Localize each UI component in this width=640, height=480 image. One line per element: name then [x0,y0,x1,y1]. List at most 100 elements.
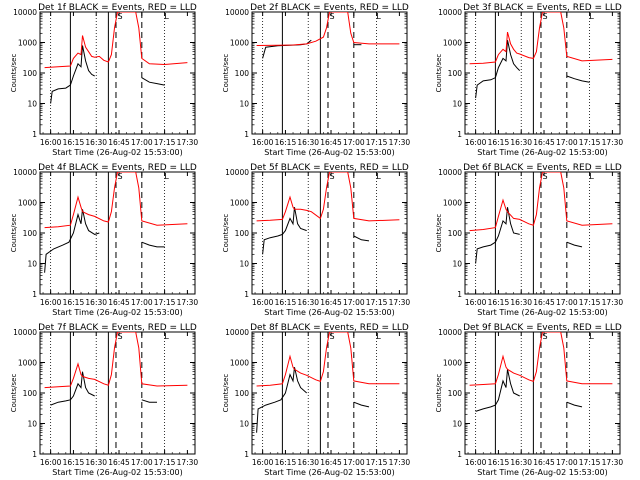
plot-frame [251,171,408,295]
series-line-lld [469,172,613,232]
y-tick-label: 1000 [18,199,37,208]
series-line-events-late [566,401,583,408]
y-tick-label: 1000 [230,199,249,208]
series-line-lld [256,12,400,46]
x-tick-label: 17:30 [389,138,411,147]
x-tick-label: 16:15 [275,298,297,307]
series-line-lld [469,12,613,65]
chart-title: Det 5f BLACK = Events, RED = LLD [250,163,409,173]
marker-label-s: S [329,172,334,181]
chart-panel-5: Det 5f BLACK = Events, RED = LLD 1 10 100 10… [222,163,410,317]
x-tick-label: 17:30 [602,298,624,307]
y-tick-label: 10000 [13,8,37,17]
y-tick-label: 10 [239,100,249,109]
x-tick-label: 17:30 [177,138,199,147]
marker-label-l: L [164,172,169,181]
y-tick-label: 10 [452,420,462,429]
x-tick-label: 16:00 [252,458,274,467]
y-axis-label: Counts/sec [222,374,230,413]
y-tick-label: 100 [235,69,250,78]
y-tick-label: 10000 [438,328,462,337]
chart-title: Det 7f BLACK = Events, RED = LLD [38,323,197,333]
y-tick-label: 100 [235,229,250,238]
x-tick-label: 16:45 [108,298,130,307]
chart-panel-2: Det 2f BLACK = Events, RED = LLD 1 10 100 10… [222,3,410,157]
y-tick-label: 1 [457,450,462,459]
series-line-lld [44,12,188,69]
marker-label-s: S [542,332,547,341]
x-tick-label: 16:30 [85,138,107,147]
x-tick-label: 17:30 [177,298,199,307]
series-line-events [256,367,308,433]
x-tick-label: 16:00 [40,138,62,147]
y-tick-label: 1 [244,290,249,299]
y-tick-label: 100 [448,229,463,238]
y-tick-label: 10000 [225,8,249,17]
plot-frame [464,331,621,455]
chart-panel-3: Det 3f BLACK = Events, RED = LLD 1 10 100 10… [435,3,623,157]
x-tick-label: 17:00 [131,298,153,307]
y-tick-label: 10000 [13,328,37,337]
chart-panel-6: Det 6f BLACK = Events, RED = LLD 1 10 100 10… [435,163,623,317]
y-tick-label: 1 [32,450,37,459]
x-tick-label: 16:30 [510,138,532,147]
y-tick-label: 1 [457,130,462,139]
series-line-events-late [141,77,165,86]
series-line-lld [44,332,188,389]
chart-title: Det 2f BLACK = Events, RED = LLD [250,3,409,13]
x-axis-label: Start Time (26-Aug-02 15:53:00) [264,468,395,477]
x-tick-label: 16:45 [533,458,555,467]
x-tick-label: 16:15 [488,138,510,147]
marker-label-l: L [376,172,381,181]
y-axis-label: Counts/sec [10,54,18,93]
x-tick-label: 16:30 [85,458,107,467]
x-tick-label: 17:00 [343,298,365,307]
x-tick-label: 16:30 [85,298,107,307]
x-tick-label: 16:45 [320,138,342,147]
x-tick-label: 16:45 [320,458,342,467]
chart-title: Det 3f BLACK = Events, RED = LLD [463,3,622,13]
chart-title: Det 6f BLACK = Events, RED = LLD [463,163,622,173]
y-tick-label: 10 [27,100,37,109]
marker-label-s: S [329,12,334,21]
plot-frame [39,331,196,455]
x-tick-label: 17:00 [556,458,578,467]
x-tick-label: 16:30 [297,138,319,147]
marker-label-l: L [376,12,381,21]
series-line-events-late [141,241,165,248]
x-tick-label: 16:45 [533,138,555,147]
y-tick-label: 10 [452,100,462,109]
plot-frame [39,171,196,295]
x-tick-label: 17:30 [389,298,411,307]
series-line-events-late [566,241,583,248]
marker-label-s: S [329,332,334,341]
y-tick-label: 1000 [18,39,37,48]
x-tick-label: 16:30 [510,458,532,467]
marker-label-s: S [117,12,122,21]
chart-panel-8: Det 8f BLACK = Events, RED = LLD 1 10 100 10… [222,323,410,477]
chart-panel-1: Det 1f BLACK = Events, RED = LLD 1 10 100 10… [10,3,198,157]
y-tick-label: 100 [448,69,463,78]
plot-frame [464,171,621,295]
y-axis-label: Counts/sec [222,54,230,93]
x-tick-label: 16:15 [63,138,85,147]
y-tick-label: 1000 [443,39,462,48]
y-tick-label: 10000 [13,168,37,177]
y-tick-label: 10 [239,260,249,269]
y-tick-label: 1 [32,290,37,299]
y-axis-label: Counts/sec [435,374,443,413]
chart-panel-9: Det 9f BLACK = Events, RED = LLD 1 10 100 10… [435,323,623,477]
plot-frame [464,11,621,135]
x-axis-label: Start Time (26-Aug-02 15:53:00) [264,148,395,157]
x-tick-label: 17:15 [579,458,601,467]
x-tick-label: 17:00 [556,298,578,307]
y-tick-label: 100 [23,69,38,78]
x-axis-label: Start Time (26-Aug-02 15:53:00) [264,308,395,317]
series-line-lld [44,172,188,229]
series-line-events [262,39,312,59]
y-axis-label: Counts/sec [222,214,230,253]
y-tick-label: 1000 [443,359,462,368]
series-line-events-late [566,75,590,83]
y-tick-label: 100 [448,389,463,398]
x-tick-label: 16:00 [252,138,274,147]
